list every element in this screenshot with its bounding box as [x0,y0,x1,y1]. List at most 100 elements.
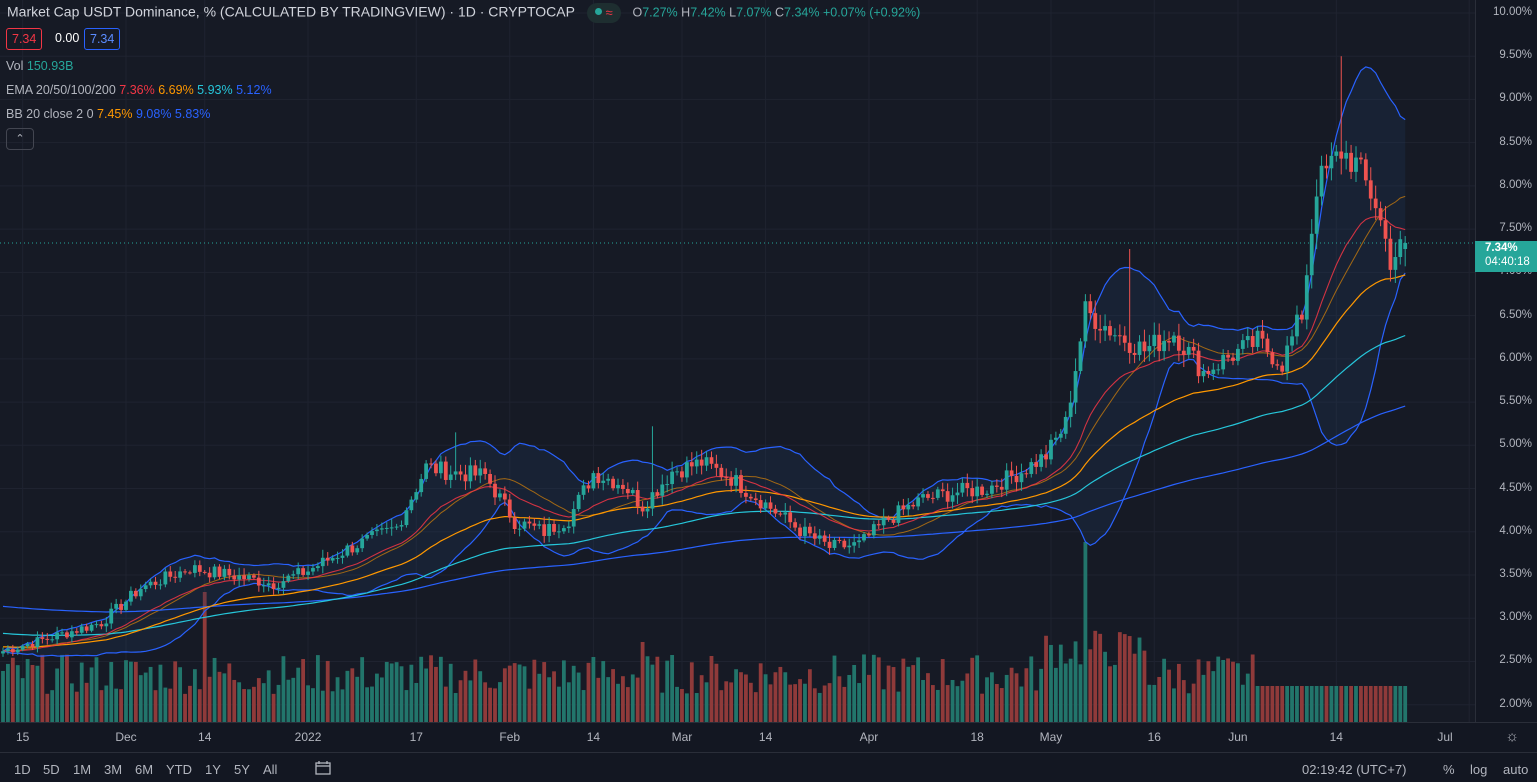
volume-bar [1349,686,1353,722]
candle-body [1245,336,1250,341]
candle [365,532,369,541]
candle [783,503,788,523]
status-pill[interactable]: ≈ [586,3,621,23]
volume-legend[interactable]: Vol 150.93B [6,59,74,73]
candle-body [1108,326,1112,336]
candle [955,482,960,504]
candle [217,564,222,580]
volume-bar [355,676,360,722]
volume-bar [256,678,261,722]
log-toggle[interactable]: log [1470,762,1488,777]
ema-legend[interactable]: EMA 20/50/100/200 7.36% 6.69% 5.93% 5.12… [6,83,272,97]
candle [611,476,615,491]
volume-bar [1344,686,1349,722]
candle [291,570,296,579]
volume-bar [606,677,611,722]
candle [79,623,84,636]
candle [453,432,458,481]
gear-icon[interactable]: ☼ [1505,728,1519,745]
volume-bar [10,657,15,722]
range-button-ytd[interactable]: YTD [166,762,192,777]
volume-bar [163,687,168,722]
volume-bar [734,669,738,722]
volume-bar [394,662,399,722]
candle-body [527,521,532,524]
candle-body [399,525,404,527]
candle [985,490,989,498]
candle [325,552,330,566]
candle-body [502,493,507,500]
candle [178,566,183,583]
volume-bar [360,657,365,722]
volume-bar [473,659,478,722]
auto-toggle[interactable]: auto [1503,762,1529,777]
volume-bar [571,665,576,722]
candle [1226,349,1230,362]
candle [15,646,20,656]
candle [1078,338,1083,374]
range-button-5y[interactable]: 5Y [234,762,250,777]
calendar-goto-icon[interactable] [314,760,332,779]
price-chart[interactable] [0,0,1475,722]
candle [1309,219,1314,289]
volume-bar [847,674,852,722]
ask-price-box[interactable]: 7.34 [84,28,121,50]
status-dot-icon [594,7,602,15]
candle-body [242,575,246,580]
candle [69,625,74,643]
volume-bar [242,689,246,722]
volume-bar [1078,664,1083,722]
range-button-1d[interactable]: 1D [14,762,31,777]
volume-bar [1113,664,1117,722]
candle-body [1211,369,1216,374]
volume-bar [370,686,374,722]
candle-body [365,534,369,539]
volume-bar [340,689,345,722]
range-button-6m[interactable]: 6M [135,762,154,777]
volume-bar [271,693,276,722]
candle-body [276,587,281,590]
candle [419,473,424,497]
volume-bar [1231,661,1235,722]
candle-body [124,601,128,610]
candle [1403,236,1408,267]
bollinger-band-fill [3,66,1406,657]
range-button-3m[interactable]: 3M [104,762,123,777]
volume-bar [611,669,615,722]
volume-bar [84,682,89,722]
volume-bar [296,667,301,722]
candle [478,459,483,484]
candle [30,640,35,650]
percent-toggle[interactable]: % [1443,762,1455,777]
range-button-all[interactable]: All [263,762,278,777]
bb-legend[interactable]: BB 20 close 2 0 7.45% 9.08% 5.83% [6,107,211,121]
bid-price-box[interactable]: 7.34 [6,28,43,50]
price-scale[interactable]: 2.00% 2.50% 3.00% 3.50% 4.00% 4.50% 5.00% 5.50%… [1475,0,1537,722]
range-button-5d[interactable]: 5D [43,762,60,777]
candle [173,570,178,583]
candle [409,496,414,514]
x-tick-label: May [1039,730,1063,744]
candle [345,543,350,558]
volume-bar [935,689,940,722]
time-scale[interactable]: ☼ 15 Dec 14 2022 17 Feb 14 Mar 14 Apr 18 May 16 Jun 14… [0,722,1537,751]
chart-pane[interactable]: Market Cap USDT Dominance, % (CALCULATED… [0,0,1475,722]
candle-body [1122,335,1127,343]
candle [1127,249,1132,364]
candle-body [1299,314,1304,320]
volume-bar [227,663,232,722]
x-tick-label: Jul [1437,730,1453,744]
candle-body [778,513,783,515]
range-button-1y[interactable]: 1Y [205,762,221,777]
range-button-1m[interactable]: 1M [73,762,92,777]
candle-body [315,566,320,569]
volume-bar [616,683,620,722]
candle [675,467,679,476]
candle-body [65,632,69,638]
chevron-up-icon[interactable]: ⌃ [6,128,34,150]
symbol-title[interactable]: Market Cap USDT Dominance, % (CALCULATED… [7,3,575,20]
clock-display[interactable]: 02:19:42 (UTC+7) [1302,762,1407,777]
y-tick-label: 8.00% [1499,178,1532,191]
volume-bar [994,684,999,722]
volume-bar [306,685,310,722]
